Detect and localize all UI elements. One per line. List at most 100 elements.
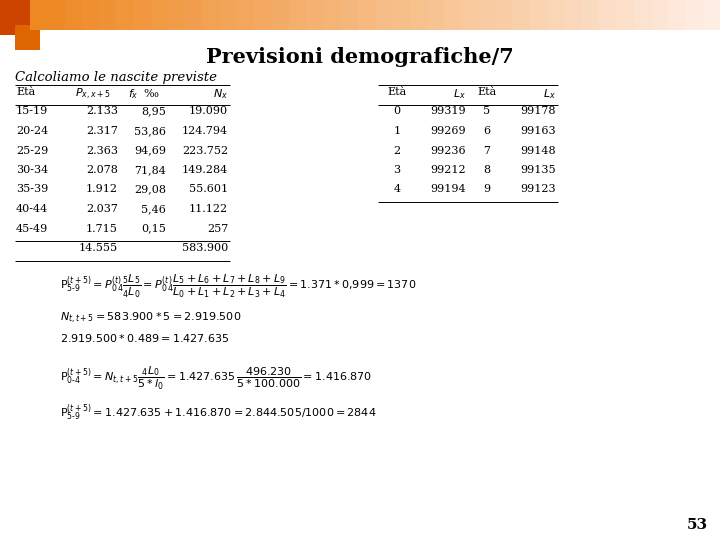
Text: 2.037: 2.037	[86, 204, 118, 214]
Text: Calcoliamo le nascite previste: Calcoliamo le nascite previste	[15, 71, 217, 84]
Text: 55.601: 55.601	[189, 185, 228, 194]
Bar	[150, 0, 169, 30]
Text: 5,46: 5,46	[141, 204, 166, 214]
Bar	[668, 0, 686, 30]
Text: 99178: 99178	[521, 106, 556, 117]
Bar	[168, 0, 186, 30]
Bar	[427, 0, 445, 30]
Text: $N_x$: $N_x$	[213, 87, 228, 101]
Text: $\mathrm{P}_{5\text{-}9}^{(t+5)} = 1.427.635 + 1.416.870 = 2.844.505/1000 = 2844: $\mathrm{P}_{5\text{-}9}^{(t+5)} = 1.427…	[60, 402, 377, 423]
Bar	[48, 0, 66, 30]
Text: 53,86: 53,86	[134, 126, 166, 136]
Text: 99123: 99123	[521, 185, 556, 194]
Text: 99319: 99319	[431, 106, 466, 117]
Bar	[462, 0, 480, 30]
Text: 2.078: 2.078	[86, 165, 118, 175]
Bar	[564, 0, 583, 30]
Text: 0,15: 0,15	[141, 224, 166, 233]
Text: 53: 53	[687, 518, 708, 532]
Text: 8,95: 8,95	[141, 106, 166, 117]
Text: 149.284: 149.284	[181, 165, 228, 175]
Text: $\mathrm{P}_{5\text{-}9}^{(t+5)} = P_{0\,4}^{(t)}\dfrac{_5L_5}{_4L_0} = P_{0\,4}: $\mathrm{P}_{5\text{-}9}^{(t+5)} = P_{0\…	[60, 273, 416, 300]
Text: 20-24: 20-24	[16, 126, 48, 136]
Text: 35-39: 35-39	[16, 185, 48, 194]
Text: 45-49: 45-49	[16, 224, 48, 233]
Bar	[392, 0, 410, 30]
Text: 583.900: 583.900	[181, 243, 228, 253]
Text: 99163: 99163	[521, 126, 556, 136]
Bar	[82, 0, 100, 30]
Text: 40-44: 40-44	[16, 204, 48, 214]
Text: 99212: 99212	[431, 165, 466, 175]
Text: 19.090: 19.090	[189, 106, 228, 117]
Text: 99135: 99135	[521, 165, 556, 175]
Text: $L_x$: $L_x$	[453, 87, 466, 101]
Bar	[237, 0, 256, 30]
Text: 0: 0	[393, 106, 400, 117]
Text: 4: 4	[393, 185, 400, 194]
Text: 94,69: 94,69	[134, 145, 166, 156]
Bar	[496, 0, 514, 30]
Bar	[599, 0, 618, 30]
Text: 2.363: 2.363	[86, 145, 118, 156]
Text: 1.715: 1.715	[86, 224, 118, 233]
Text: Età: Età	[387, 87, 407, 97]
Bar	[306, 0, 324, 30]
Bar	[582, 0, 600, 30]
Text: 2: 2	[393, 145, 400, 156]
Bar	[547, 0, 566, 30]
Bar	[703, 0, 720, 30]
Text: 223.752: 223.752	[182, 145, 228, 156]
Bar	[685, 0, 703, 30]
Bar	[271, 0, 289, 30]
Text: 2.133: 2.133	[86, 106, 118, 117]
Text: Previsioni demografiche/7: Previsioni demografiche/7	[206, 47, 514, 67]
Text: $P_{x,x+5}$: $P_{x,x+5}$	[75, 87, 110, 102]
Bar	[616, 0, 635, 30]
Text: $2.919.500*0.489 = 1.427.635$: $2.919.500*0.489 = 1.427.635$	[60, 333, 230, 345]
Text: 11.122: 11.122	[189, 204, 228, 214]
Bar	[220, 0, 238, 30]
Text: 124.794: 124.794	[182, 126, 228, 136]
Text: Età: Età	[16, 87, 35, 97]
Text: Età: Età	[477, 87, 497, 97]
Bar	[634, 0, 652, 30]
Text: 9: 9	[483, 185, 490, 194]
Bar	[185, 0, 204, 30]
Text: $L_x$: $L_x$	[543, 87, 556, 101]
Text: 6: 6	[483, 126, 490, 136]
Text: 99236: 99236	[431, 145, 466, 156]
Bar	[99, 0, 117, 30]
Bar	[479, 0, 497, 30]
Text: 3: 3	[393, 165, 400, 175]
Bar	[444, 0, 462, 30]
Text: 15-19: 15-19	[16, 106, 48, 117]
Bar	[289, 0, 307, 30]
Text: $\mathrm{P}_{0\text{-}4}^{(t+5)} = N_{t,t+5}\dfrac{_4L_0}{5*l_0} = 1.427.635\,\d: $\mathrm{P}_{0\text{-}4}^{(t+5)} = N_{t,…	[60, 364, 372, 391]
Bar	[15, 25, 40, 50]
Bar	[133, 0, 152, 30]
Bar	[375, 0, 393, 30]
Bar	[30, 0, 48, 30]
Text: 30-34: 30-34	[16, 165, 48, 175]
Bar	[410, 0, 428, 30]
Bar	[65, 0, 83, 30]
Text: 8: 8	[483, 165, 490, 175]
Bar	[202, 0, 221, 30]
Text: 71,84: 71,84	[134, 165, 166, 175]
Bar	[116, 0, 135, 30]
Bar	[651, 0, 670, 30]
Text: 25-29: 25-29	[16, 145, 48, 156]
Bar	[0, 0, 30, 35]
Text: 29,08: 29,08	[134, 185, 166, 194]
Text: $N_{t,t+5} = 583.900*5 = 2.919.500$: $N_{t,t+5} = 583.900*5 = 2.919.500$	[60, 310, 241, 326]
Text: 5: 5	[483, 106, 490, 117]
Bar	[358, 0, 376, 30]
Text: 14.555: 14.555	[79, 243, 118, 253]
Text: 1: 1	[393, 126, 400, 136]
Text: 1.912: 1.912	[86, 185, 118, 194]
Bar	[513, 0, 531, 30]
Text: $f_x$  ‰: $f_x$ ‰	[128, 87, 160, 101]
Bar	[254, 0, 272, 30]
Text: 2.317: 2.317	[86, 126, 118, 136]
